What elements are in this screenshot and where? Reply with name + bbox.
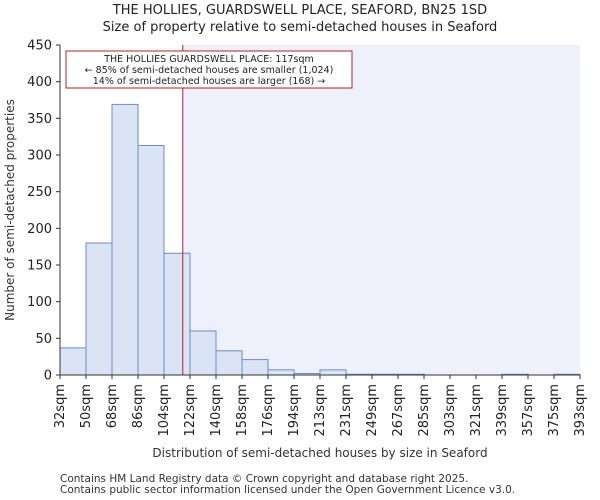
y-tick-label: 50	[35, 332, 52, 347]
x-tick-label: 267sqm	[391, 384, 406, 437]
annotation-box: THE HOLLIES GUARDSWELL PLACE: 117sqm ← 8…	[65, 50, 353, 89]
x-tick-label: 393sqm	[573, 384, 588, 437]
histogram-bar	[59, 347, 87, 376]
annotation-line-1: THE HOLLIES GUARDSWELL PLACE: 117sqm	[103, 54, 314, 65]
x-tick-label: 303sqm	[443, 384, 458, 437]
x-tick-label: 194sqm	[287, 384, 302, 437]
histogram-bar	[319, 369, 347, 376]
chart-subtitle: Size of property relative to semi-detach…	[102, 20, 498, 35]
histogram-bar	[241, 359, 269, 376]
x-tick-label: 32sqm	[53, 384, 68, 428]
histogram-bar	[137, 144, 165, 376]
histogram-chart: 0 50 100 150 200 250 300 350 400 450 32sqm 50sqm 68…	[3, 39, 588, 461]
y-tick-label: 450	[27, 39, 52, 54]
x-tick-label: 140sqm	[209, 384, 224, 437]
y-tick-label: 100	[27, 295, 52, 310]
x-tick-label: 339sqm	[495, 384, 510, 437]
y-tick-label: 350	[27, 112, 52, 127]
histogram-bar	[111, 103, 139, 376]
x-axis-label: Distribution of semi-detached houses by …	[152, 446, 487, 460]
x-tick-label: 231sqm	[339, 384, 354, 437]
footer-line-2: Contains public sector information licen…	[60, 484, 516, 496]
y-axis-label: Number of semi-detached properties	[3, 99, 17, 321]
histogram-bar	[85, 242, 113, 376]
x-tick-label: 86sqm	[131, 384, 146, 428]
x-tick-label: 357sqm	[521, 384, 536, 437]
annotation-line-2: ← 85% of semi-detached houses are smalle…	[85, 65, 334, 76]
y-tick-label: 400	[27, 75, 52, 90]
larger-region-highlight	[182, 45, 580, 375]
histogram-bar	[189, 330, 217, 376]
y-tick-label: 250	[27, 185, 52, 200]
x-tick-label: 249sqm	[365, 384, 380, 437]
histogram-bar	[215, 350, 243, 376]
x-tick-label: 213sqm	[313, 384, 328, 437]
chart-title: THE HOLLIES, GUARDSWELL PLACE, SEAFORD, …	[112, 3, 488, 18]
histogram-bar	[267, 369, 295, 376]
y-tick-label: 0	[44, 369, 52, 384]
x-tick-label: 104sqm	[157, 384, 172, 437]
x-tick-label: 321sqm	[469, 384, 484, 437]
x-tick-label: 375sqm	[547, 384, 562, 437]
histogram-bar	[163, 252, 191, 376]
x-tick-label: 122sqm	[183, 384, 198, 437]
y-tick-label: 300	[27, 149, 52, 164]
annotation-line-3: 14% of semi-detached houses are larger (…	[93, 76, 326, 87]
x-tick-label: 285sqm	[417, 384, 432, 437]
x-tick-label: 158sqm	[235, 384, 250, 437]
y-tick-label: 150	[27, 259, 52, 274]
x-tick-label: 50sqm	[79, 384, 94, 428]
y-tick-label: 200	[27, 222, 52, 237]
x-tick-label: 176sqm	[261, 384, 276, 437]
footer-line-1: Contains HM Land Registry data © Crown c…	[60, 473, 469, 485]
x-tick-label: 68sqm	[105, 384, 120, 428]
